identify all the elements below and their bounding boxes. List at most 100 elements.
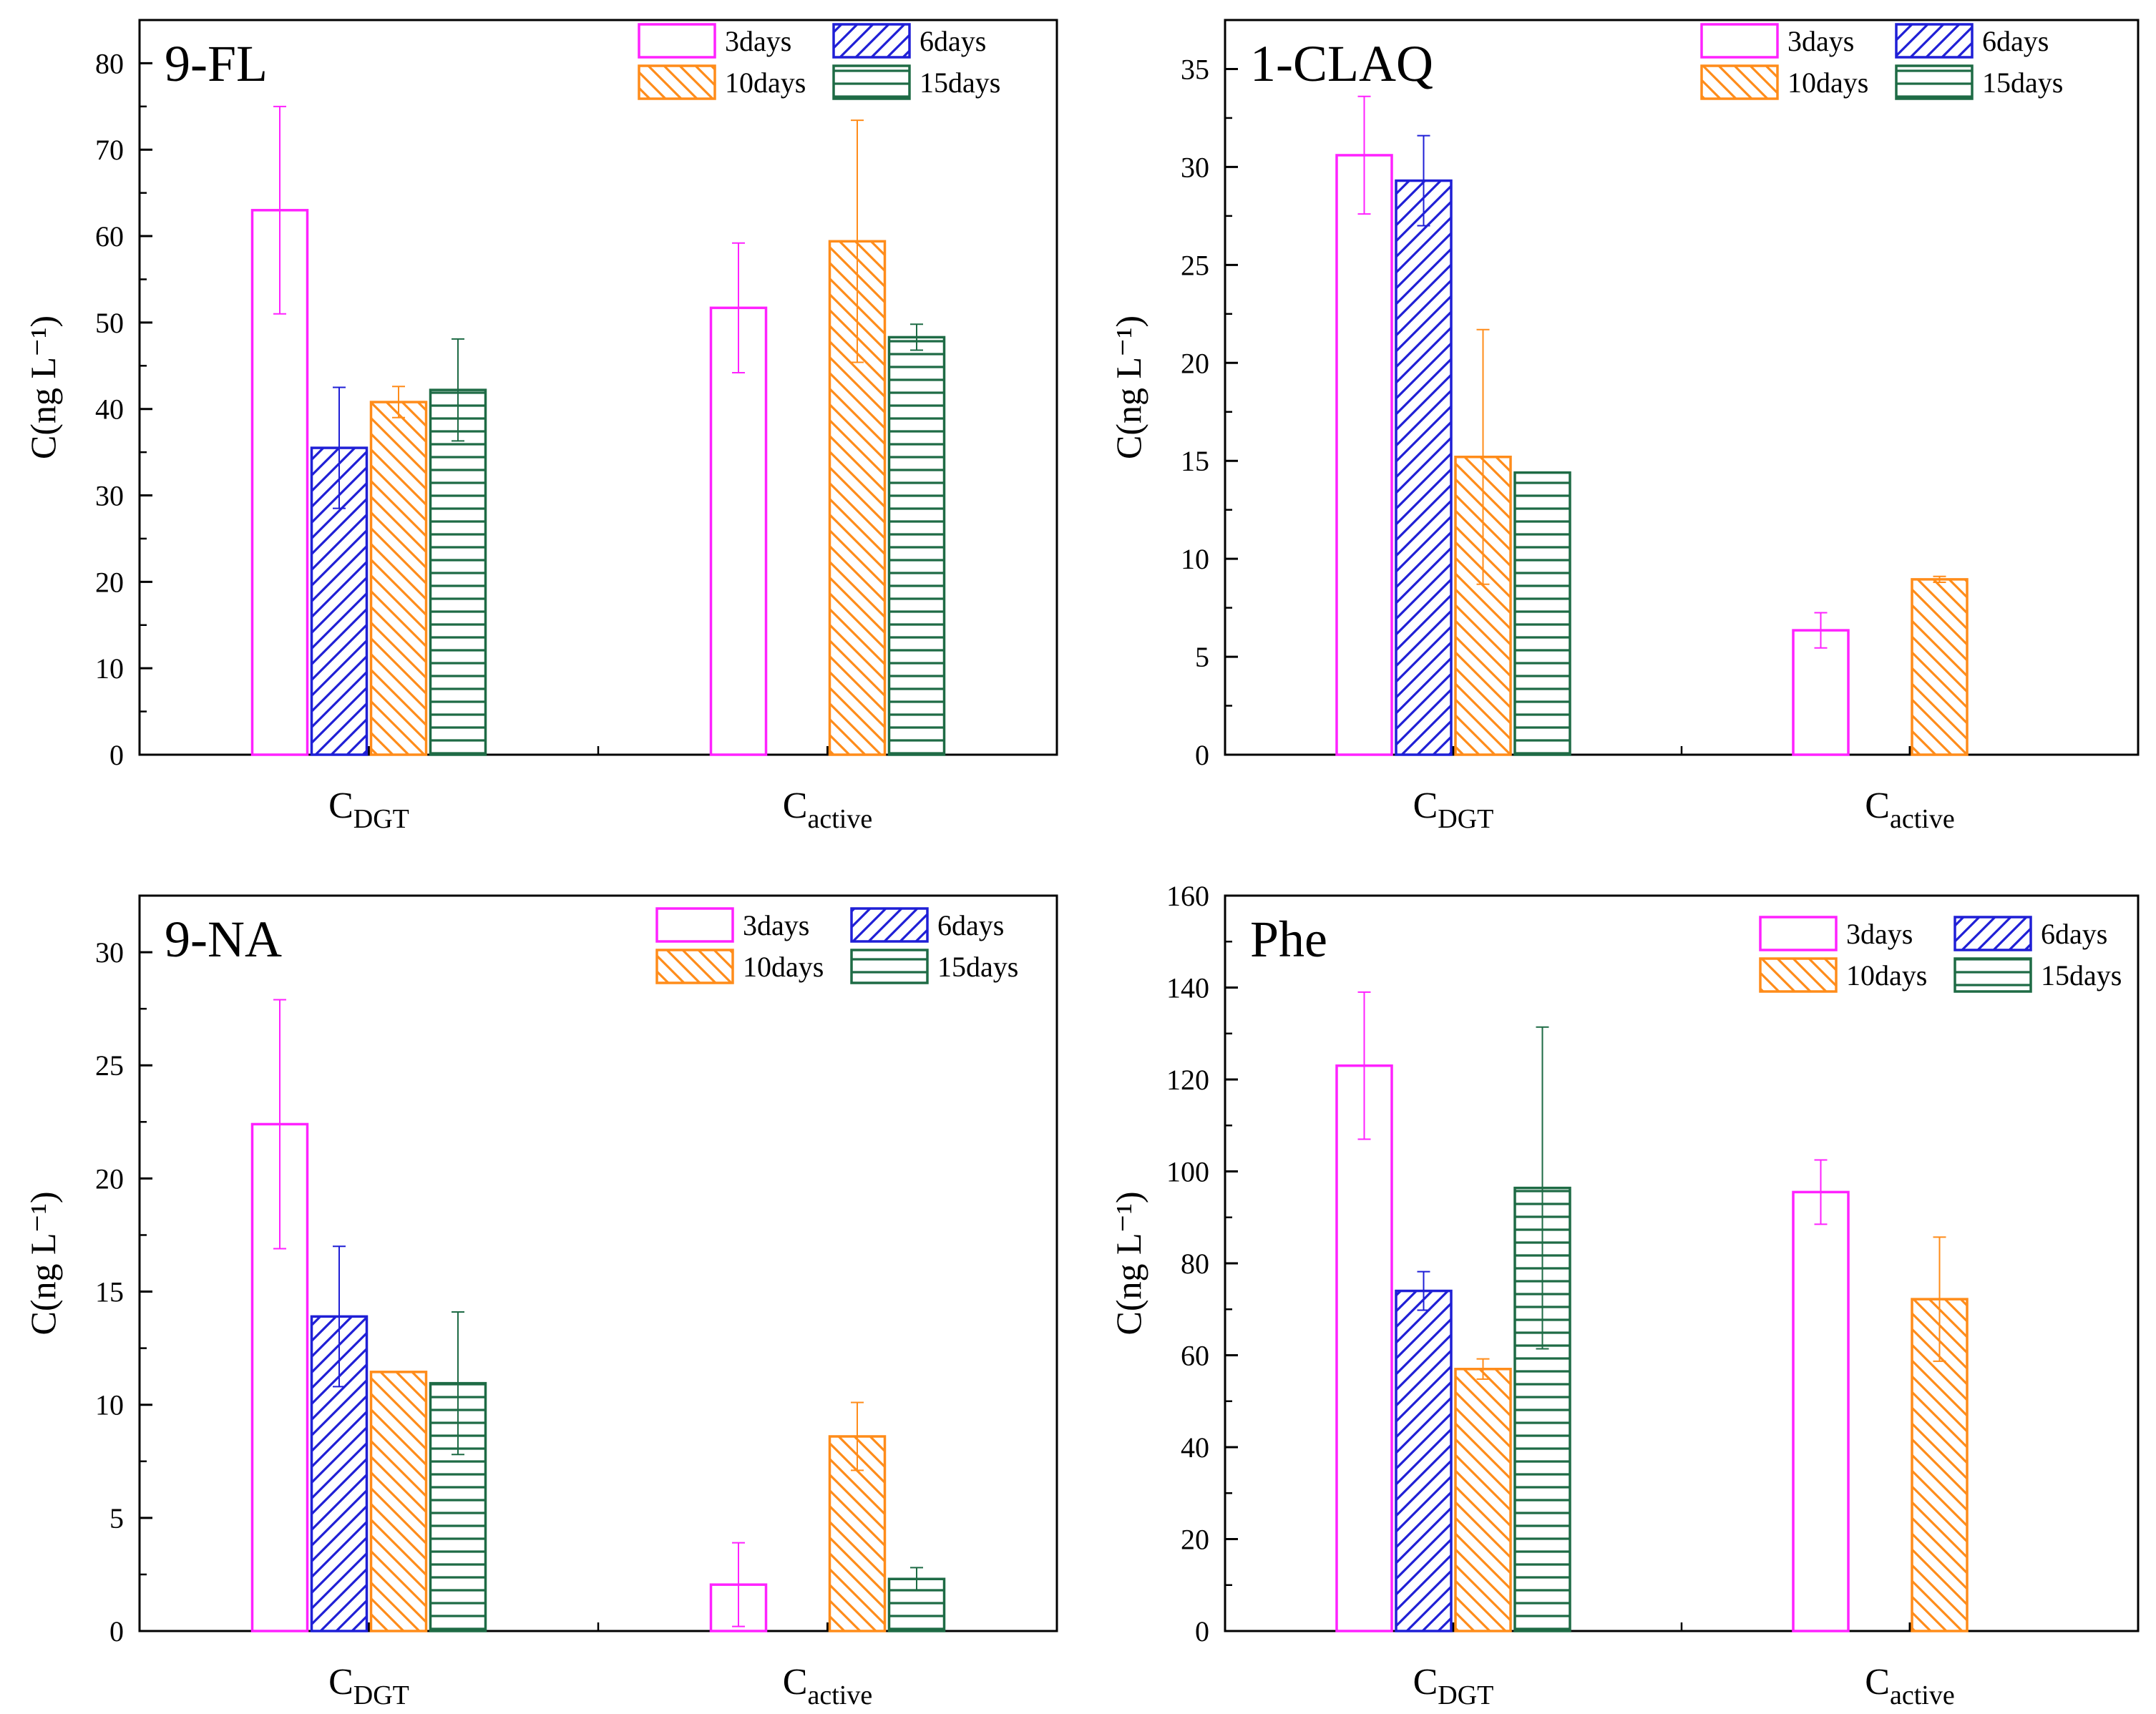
legend-swatch-10days — [638, 64, 716, 100]
y-tick-label: 0 — [1195, 739, 1209, 771]
legend: 3days 6days 10days 15days — [1700, 23, 2063, 100]
legend-label-3days: 3days — [1846, 918, 1913, 950]
y-axis-label: C(ng L⁻¹) — [1108, 1191, 1148, 1335]
legend-swatch-3days — [1700, 23, 1779, 59]
legend-swatch-3days — [1759, 916, 1838, 951]
y-tick-label: 50 — [95, 307, 124, 339]
bar-10days-DGT — [369, 401, 428, 756]
bar-15days-DGT — [1513, 471, 1571, 756]
legend-label-6days: 6days — [937, 909, 1004, 941]
y-tick-label: 20 — [1181, 1524, 1209, 1556]
legend-label-15days: 15days — [920, 67, 1000, 99]
legend-swatch-6days — [850, 907, 929, 943]
legend-label-6days: 6days — [920, 25, 986, 57]
y-tick-label: 10 — [95, 652, 124, 685]
x-tick-label: Cactive — [1865, 1662, 1954, 1710]
y-tick-label: 30 — [95, 480, 124, 512]
y-tick-label: 20 — [95, 566, 124, 598]
legend-swatch-6days — [832, 23, 911, 59]
legend-label-10days: 10days — [1787, 67, 1868, 99]
x-tick-label: CDGT — [1413, 1662, 1494, 1710]
legend-swatch-15days — [1895, 64, 1974, 100]
legend-label-10days: 10days — [1846, 959, 1927, 991]
bar-10days-active — [1911, 578, 1969, 756]
y-tick-label: 0 — [109, 1615, 124, 1647]
legend-swatch-6days — [1895, 23, 1974, 59]
y-tick-label: 5 — [109, 1502, 124, 1534]
legend-label-15days: 15days — [1982, 67, 2063, 99]
y-tick-label: 80 — [95, 47, 124, 79]
legend-label-10days: 10days — [725, 67, 806, 99]
y-tick-label: 25 — [95, 1049, 124, 1082]
y-tick-label: 40 — [1181, 1431, 1209, 1464]
legend-label-15days: 15days — [2041, 959, 2122, 991]
legend-swatch-15days — [850, 949, 929, 984]
panel-title: Phe — [1250, 911, 1327, 968]
y-tick-label: 40 — [95, 393, 124, 426]
y-tick-label: 20 — [95, 1162, 124, 1195]
legend: 3days 6days 10days 15days — [638, 23, 1000, 100]
y-tick-label: 30 — [95, 936, 124, 969]
y-tick-label: 80 — [1181, 1248, 1209, 1280]
legend-label-3days: 3days — [725, 25, 791, 57]
panel-1-CLAQ: 0 5 10 15 20 25 30 35 C(ng L⁻¹) 1-CLAQ CDGT Cactive… — [1108, 19, 2140, 834]
legend-swatch-10days — [1700, 64, 1779, 100]
bar-3days-active — [1792, 1190, 1850, 1632]
y-tick-label: 15 — [1181, 445, 1209, 477]
y-tick-label: 5 — [1195, 641, 1209, 673]
y-axis-label: C(ng L⁻¹) — [1108, 315, 1148, 459]
legend-label-3days: 3days — [1787, 25, 1854, 57]
legend-label-3days: 3days — [743, 909, 809, 941]
y-tick-label: 100 — [1166, 1156, 1209, 1188]
bar-3days-DGT — [1335, 1064, 1393, 1632]
legend-swatch-10days — [1759, 957, 1838, 993]
y-tick-label: 60 — [95, 220, 124, 253]
y-tick-label: 140 — [1166, 972, 1209, 1004]
legend-label-6days: 6days — [1982, 25, 2049, 57]
y-tick-label: 10 — [1181, 543, 1209, 575]
legend-swatch-10days — [655, 949, 734, 984]
panel-title: 9-NA — [165, 911, 282, 968]
x-tick-label: Cactive — [783, 1662, 872, 1710]
panel-9-FL: 0 10 20 30 40 50 60 70 80 C(ng L⁻¹) 9-FL CDGT Cactiv… — [23, 19, 1058, 834]
y-tick-label: 30 — [1181, 151, 1209, 183]
legend-swatch-15days — [1953, 957, 2032, 993]
legend-label-10days: 10days — [743, 951, 824, 983]
legend: 3days 6days 10days 15days — [655, 907, 1018, 984]
legend: 3days 6days 10days 15days — [1759, 916, 2122, 993]
y-tick-label: 0 — [1195, 1615, 1209, 1647]
panel-9-NA: 0 5 10 15 20 25 30 C(ng L⁻¹) 9-NA CDGT Cactive 3day… — [23, 894, 1058, 1710]
bar-15days-DGT — [429, 388, 487, 756]
bar-10days-DGT — [1454, 1368, 1512, 1632]
bar-3days-active — [1792, 629, 1850, 756]
bar-3days-DGT — [1335, 154, 1393, 756]
bar-15days-active — [887, 336, 946, 756]
bar-6days-DGT — [1395, 179, 1453, 756]
panel-title: 9-FL — [165, 35, 268, 92]
y-tick-label: 20 — [1181, 347, 1209, 379]
y-tick-label: 35 — [1181, 53, 1209, 85]
x-tick-label: CDGT — [1413, 785, 1494, 834]
y-axis-label: C(ng L⁻¹) — [23, 1191, 63, 1335]
bar-15days-DGT — [429, 1381, 487, 1632]
legend-swatch-15days — [832, 64, 911, 100]
x-tick-label: CDGT — [328, 785, 409, 834]
y-tick-label: 10 — [95, 1389, 124, 1421]
bar-6days-DGT — [1395, 1289, 1453, 1632]
y-tick-label: 70 — [95, 134, 124, 166]
y-tick-label: 15 — [95, 1276, 124, 1308]
bar-3days-active — [709, 306, 768, 756]
panel-Phe: 0 20 40 60 80 100 120 140 160 C(ng L⁻¹) Phe CDGT Cac… — [1108, 880, 2140, 1710]
y-tick-label: 0 — [109, 739, 124, 771]
x-tick-label: Cactive — [783, 785, 872, 834]
panel-title: 1-CLAQ — [1250, 35, 1433, 92]
legend-label-15days: 15days — [937, 951, 1018, 983]
y-tick-label: 120 — [1166, 1064, 1209, 1096]
x-tick-label: Cactive — [1865, 785, 1954, 834]
legend-label-6days: 6days — [2041, 918, 2107, 950]
legend-swatch-6days — [1953, 916, 2032, 951]
y-tick-label: 60 — [1181, 1340, 1209, 1372]
legend-swatch-3days — [638, 23, 716, 59]
y-tick-label: 160 — [1166, 880, 1209, 912]
